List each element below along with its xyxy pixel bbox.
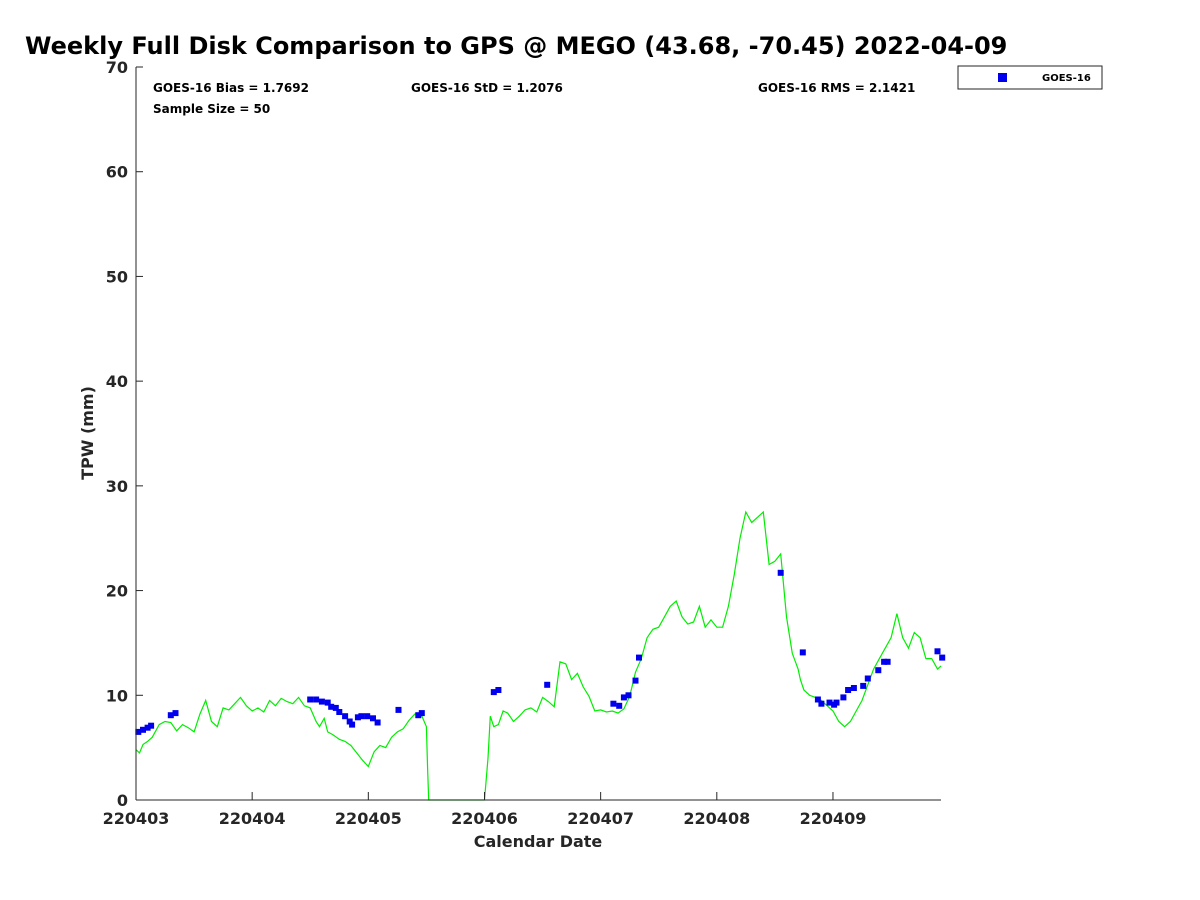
goes16-point [358, 713, 365, 720]
goes16-point [616, 702, 623, 709]
goes16-point [934, 648, 941, 655]
goes16-point [349, 721, 356, 728]
goes16-point [370, 715, 376, 722]
gps-line [135, 510, 942, 801]
goes16-point [818, 700, 825, 707]
goes16-point [148, 722, 155, 729]
goes16-point [864, 675, 871, 682]
goes16-point [636, 654, 642, 661]
x-tick-label: 220404 [219, 809, 286, 828]
y-tick-label: 30 [106, 477, 128, 496]
goes16-point [814, 696, 821, 703]
goes-points-group [135, 569, 946, 735]
goes16-point [354, 714, 361, 721]
y-tick-label: 70 [106, 58, 128, 77]
goes16-point [415, 712, 422, 719]
goes16-point [144, 724, 151, 731]
goes16-point [167, 712, 174, 719]
y-tick-label: 20 [106, 582, 128, 601]
x-tick-label: 220403 [103, 809, 170, 828]
goes16-point [799, 649, 806, 656]
legend-box [957, 65, 1103, 90]
goes16-point [610, 700, 617, 707]
goes16-point [632, 677, 639, 684]
goes16-point [307, 696, 314, 703]
y-tick-label: 10 [106, 686, 128, 705]
goes16-point [495, 687, 502, 693]
goes16-point [625, 692, 632, 699]
y-tick-label: 0 [117, 791, 128, 810]
goes16-point [418, 710, 425, 717]
goes16-point [833, 699, 840, 706]
stat-rms: GOES-16 RMS = 2.1421 [758, 81, 915, 95]
goes16-point [884, 658, 891, 665]
y-tick-label: 50 [106, 267, 128, 286]
goes16-point [346, 718, 353, 725]
goes16-point [860, 682, 867, 689]
goes16-point [850, 685, 857, 691]
goes16-point [332, 704, 339, 711]
goes16-point [777, 569, 784, 576]
stat-sample-size: Sample Size = 50 [153, 102, 270, 116]
goes16-point [826, 699, 833, 706]
gps-line-group [135, 510, 942, 801]
y-tick-label: 60 [106, 163, 128, 182]
goes16-point [172, 710, 179, 717]
legend-label-goes16: GOES-16 [1042, 73, 1091, 84]
y-axis-label: TPW (mm) [78, 386, 97, 480]
goes16-point [140, 726, 146, 733]
goes16-point [875, 667, 882, 674]
y-tick-label: 40 [106, 372, 128, 391]
goes16-point [342, 713, 349, 720]
plot-background [136, 67, 941, 800]
x-tick-label: 220406 [451, 809, 518, 828]
legend-marker-goes16 [998, 73, 1007, 82]
goes16-point [845, 687, 852, 693]
goes16-point [374, 719, 381, 726]
x-tick-label: 220408 [683, 809, 750, 828]
goes16-point [939, 654, 946, 661]
stat-std: GOES-16 StD = 1.2076 [411, 81, 563, 95]
goes16-point [364, 713, 371, 720]
goes16-point [336, 709, 343, 715]
y-ticks: 0 10 20 30 40 50 60 70 [106, 58, 143, 810]
x-axis-label: Calendar Date [474, 832, 603, 851]
chart-title: Weekly Full Disk Comparison to GPS @ MEG… [25, 32, 1007, 60]
goes16-point [313, 696, 320, 703]
x-tick-label: 220405 [335, 809, 402, 828]
plot-area [135, 67, 946, 801]
goes16-point [840, 694, 847, 701]
goes16-point [544, 681, 551, 688]
goes16-point [328, 703, 335, 710]
stat-bias: GOES-16 Bias = 1.7692 [153, 81, 309, 95]
goes16-point [135, 728, 142, 735]
legend: GOES-16 [957, 65, 1103, 90]
goes16-point [318, 698, 325, 705]
x-ticks: 220403 220404 220405 220406 220407 220408 2204… [103, 792, 867, 828]
goes16-point [881, 658, 888, 665]
goes16-point [490, 689, 497, 696]
goes16-point [395, 706, 402, 713]
goes16-point [620, 694, 627, 701]
goes16-point [324, 699, 331, 706]
x-tick-label: 220409 [800, 809, 867, 828]
x-tick-label: 220407 [567, 809, 634, 828]
